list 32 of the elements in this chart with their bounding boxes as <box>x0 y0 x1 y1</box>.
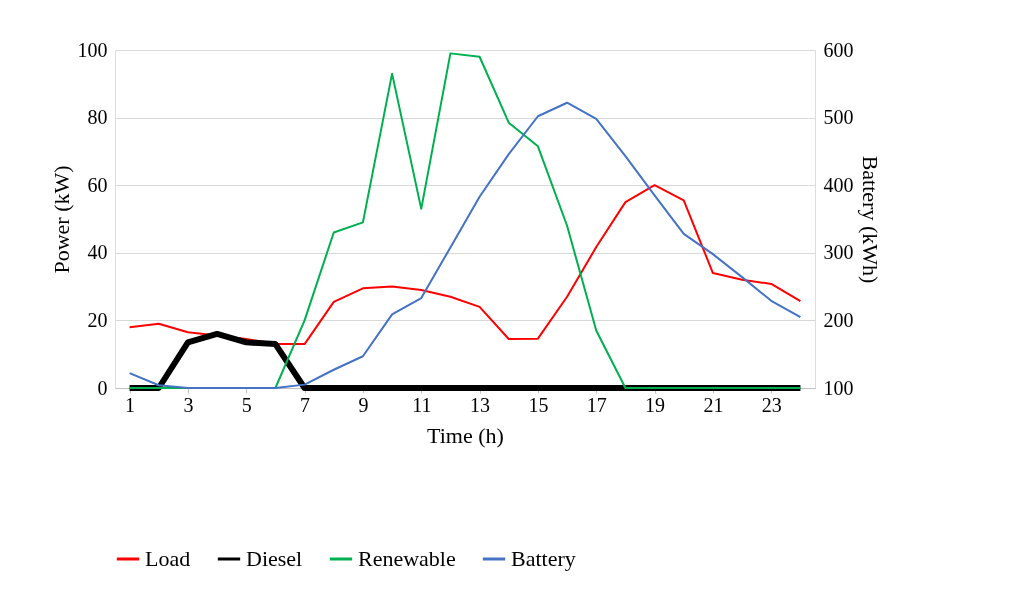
y-tick-label: 60 <box>87 173 108 196</box>
y2-tick-label: 400 <box>823 173 854 196</box>
y-axis-title: Power (kW) <box>48 165 74 274</box>
y-tick-label: 100 <box>77 38 108 61</box>
y2-tick-label: 600 <box>823 38 854 61</box>
x-tick-label: 9 <box>358 393 369 416</box>
x-tick-label: 19 <box>645 393 666 416</box>
y2-tick-label: 200 <box>823 308 854 331</box>
x-tick-label: 21 <box>703 393 724 416</box>
line-series <box>128 184 802 346</box>
legend-label: Load <box>145 546 191 571</box>
y2-tick-label: 500 <box>823 106 854 129</box>
y-tick-label: 0 <box>97 376 108 399</box>
x-tick-label: 17 <box>586 393 607 416</box>
x-axis-title: Time (h) <box>427 422 504 448</box>
legend-label: Battery <box>511 546 576 571</box>
x-tick-label: 3 <box>183 393 194 416</box>
x-tick-label: 1 <box>125 393 136 416</box>
y2-axis-title: Battery (kWh) <box>857 155 883 284</box>
legend-label: Renewable <box>358 546 456 571</box>
y2-tick-label: 300 <box>823 241 854 264</box>
x-tick-label: 7 <box>300 393 311 416</box>
x-tick-label: 15 <box>528 393 549 416</box>
legend-label: Diesel <box>246 546 303 571</box>
x-tick-label: 11 <box>412 393 432 416</box>
y-tick-label: 80 <box>87 106 108 129</box>
x-tick-label: 13 <box>470 393 491 416</box>
y-tick-label: 20 <box>87 308 108 331</box>
y2-tick-label: 100 <box>823 376 854 399</box>
x-tick-label: 23 <box>761 393 782 416</box>
x-tick-label: 5 <box>241 393 252 416</box>
y-tick-label: 40 <box>87 241 108 264</box>
